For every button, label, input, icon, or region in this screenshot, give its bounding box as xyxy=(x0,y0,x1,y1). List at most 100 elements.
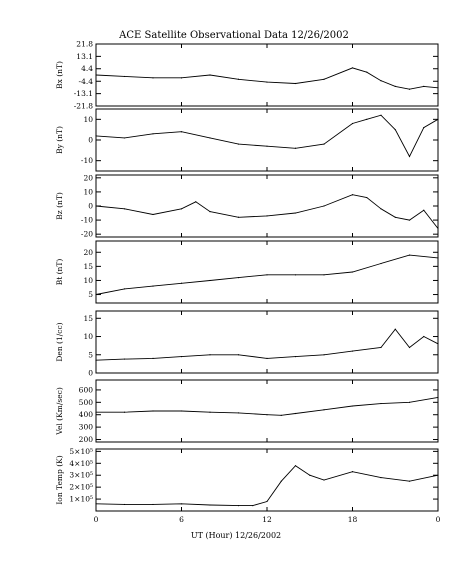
series-line xyxy=(95,328,439,361)
series-line xyxy=(95,465,439,507)
y-tick-label: 20 xyxy=(83,248,93,257)
data-point xyxy=(323,143,325,145)
series-line xyxy=(95,194,439,229)
data-point xyxy=(123,503,126,506)
y-tick-label: 5×10⁵ xyxy=(69,447,93,456)
y-tick-label: -13.1 xyxy=(74,89,93,98)
y-tick-label: 20 xyxy=(83,173,93,182)
data-point xyxy=(309,474,311,476)
data-point xyxy=(123,358,126,360)
data-point xyxy=(237,505,240,507)
data-point xyxy=(280,480,282,482)
data-point xyxy=(394,129,396,131)
data-point xyxy=(366,71,368,73)
data-point xyxy=(123,75,126,78)
panel-4: 15 10 5 0 Den (1/cc) xyxy=(55,310,439,378)
y-tick-label: 500 xyxy=(79,398,94,407)
data-point xyxy=(237,277,240,279)
data-point xyxy=(209,211,211,213)
data-point xyxy=(152,213,154,216)
data-point xyxy=(123,208,126,210)
data-point xyxy=(294,355,297,358)
x-tick-label: 0 xyxy=(94,515,99,524)
data-point xyxy=(394,216,396,218)
data-point xyxy=(95,135,97,137)
y-tick-label: -10 xyxy=(81,156,93,165)
y-tick-label: 600 xyxy=(79,385,94,394)
y-axis-label: By (nT) xyxy=(55,126,64,154)
panel-frame xyxy=(95,240,439,304)
panel-1: 10 0 -10 By (nT) xyxy=(55,108,439,172)
data-point xyxy=(323,354,325,356)
y-tick-label: 5 xyxy=(88,290,93,299)
data-point xyxy=(266,215,268,217)
x-axis: 0 6 12 18 0 xyxy=(94,515,441,524)
y-tick-label: 10 xyxy=(83,276,93,285)
data-point xyxy=(123,411,126,413)
y-axis-label: Ion Temp (K) xyxy=(55,455,64,504)
y-tick-label: 0 xyxy=(88,202,93,211)
data-point xyxy=(423,209,425,211)
data-point xyxy=(294,412,297,415)
data-point xyxy=(323,479,325,481)
data-point xyxy=(423,85,425,87)
data-point xyxy=(209,354,211,356)
y-tick-label: 21.8 xyxy=(76,40,93,49)
data-point xyxy=(380,477,382,479)
data-point xyxy=(95,411,97,413)
data-point xyxy=(237,412,240,414)
data-point xyxy=(351,271,354,273)
y-tick-label: -21.8 xyxy=(74,102,93,111)
data-point xyxy=(152,357,154,360)
data-point xyxy=(423,335,425,338)
data-point xyxy=(266,274,268,276)
data-point xyxy=(152,133,154,135)
data-point xyxy=(394,85,396,87)
y-tick-label: 4.4 xyxy=(81,64,93,73)
data-point xyxy=(209,504,211,506)
data-point xyxy=(380,402,382,405)
data-point xyxy=(237,78,240,80)
y-tick-label: 1×10⁵ xyxy=(69,495,93,504)
data-point xyxy=(408,346,411,349)
data-point xyxy=(280,414,282,416)
data-point xyxy=(351,67,354,69)
data-point xyxy=(294,274,297,276)
panel-5: 600 500 400 300 200 Vel (Km/sec) xyxy=(55,379,439,444)
y-tick-label: 13.1 xyxy=(76,52,93,61)
data-point xyxy=(123,288,126,290)
y-tick-label: 15 xyxy=(83,314,93,323)
y-tick-label: 10 xyxy=(83,115,93,124)
data-point xyxy=(152,77,154,79)
y-tick-label: 10 xyxy=(83,187,93,196)
data-point xyxy=(266,414,268,416)
data-point xyxy=(180,282,183,284)
series-line xyxy=(96,396,439,416)
chart-panels: 21.8 13.1 4.4 -4.4 -13.1 -21.8 Bx (nT) 10 0 -10 By… xyxy=(55,40,439,512)
y-tick-label: 200 xyxy=(79,435,94,444)
data-point xyxy=(209,411,211,413)
data-point xyxy=(380,114,382,116)
y-tick-label: 400 xyxy=(79,410,94,419)
y-tick-label: 4×10⁵ xyxy=(69,459,93,468)
data-point xyxy=(180,77,183,79)
data-point xyxy=(408,155,411,158)
data-point xyxy=(123,137,126,139)
data-point xyxy=(266,500,268,503)
data-point xyxy=(408,88,411,90)
y-axis-label: Vel (Km/sec) xyxy=(55,387,64,436)
data-point xyxy=(380,80,382,82)
data-point xyxy=(294,147,297,149)
data-point xyxy=(437,87,439,89)
panel-2: 20 10 0 -10 -20 Bz (nT) xyxy=(55,173,439,239)
data-point xyxy=(180,355,183,358)
data-point xyxy=(252,505,254,507)
data-point xyxy=(351,350,354,352)
y-tick-label: 3×10⁵ xyxy=(69,471,93,480)
y-tick-label: 0 xyxy=(88,136,93,145)
y-tick-label: 0 xyxy=(88,369,93,378)
data-point xyxy=(180,208,183,210)
data-point xyxy=(266,145,268,147)
data-point xyxy=(437,396,439,398)
